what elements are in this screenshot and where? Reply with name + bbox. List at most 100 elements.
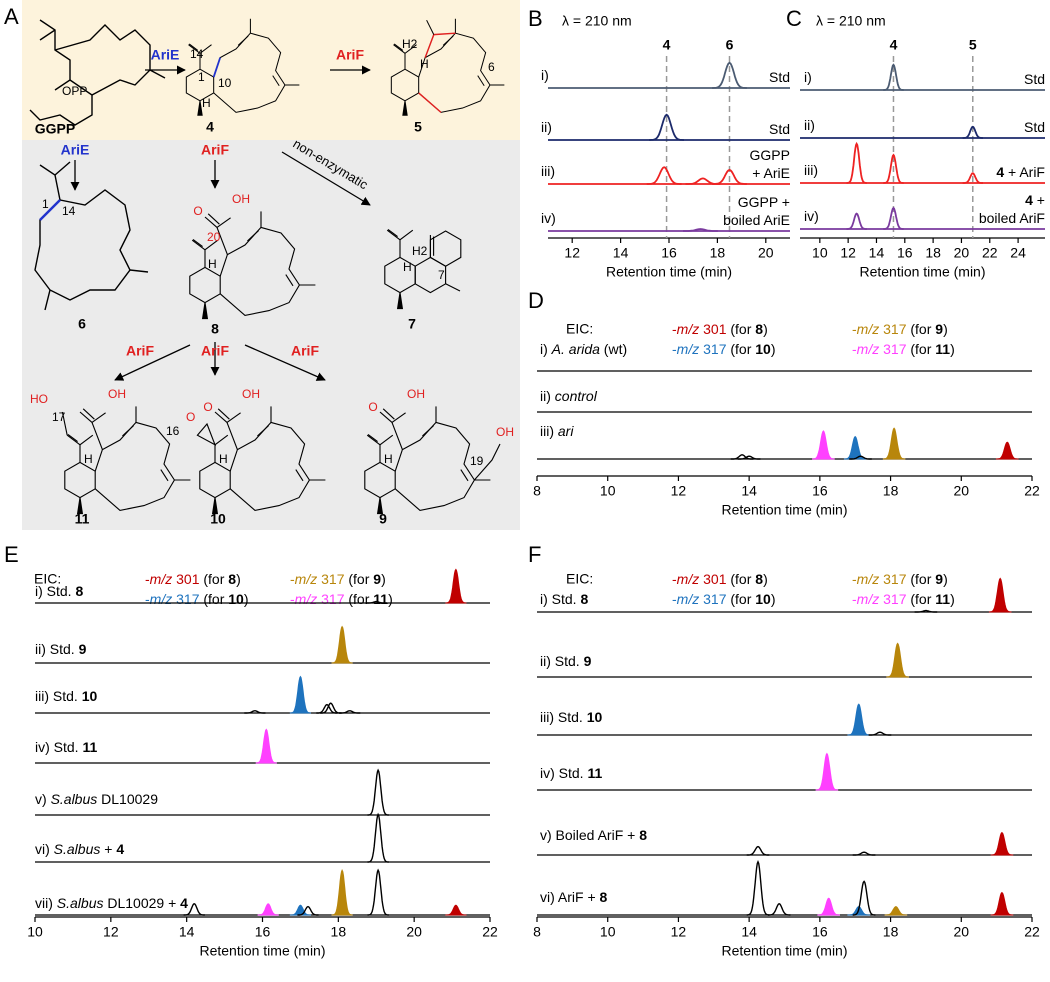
eic-label: EIC: xyxy=(566,571,593,587)
text-part: 10 xyxy=(228,591,244,607)
enzyme-label: AriF xyxy=(201,142,229,158)
x-tick-label: 10 xyxy=(27,924,43,940)
legend-entry: -m/z 317 (for 10) xyxy=(145,591,249,607)
trace-note: Std xyxy=(769,69,790,85)
peak xyxy=(852,851,876,856)
text-part: 301 xyxy=(172,571,199,587)
text-part: ) xyxy=(771,591,776,607)
text-part: m/z xyxy=(677,591,700,607)
enzyme-label: AriF xyxy=(126,343,154,359)
compound-label: 11 xyxy=(75,511,90,527)
x-axis-label: Retention time (min) xyxy=(606,264,732,280)
text-part: iii) xyxy=(804,162,818,178)
text-part: + xyxy=(100,841,116,857)
text-part: 8 xyxy=(600,889,608,905)
panel-letter: D xyxy=(528,288,544,313)
text-part: m/z xyxy=(150,591,173,607)
atom: 6 xyxy=(488,60,495,74)
eic-label: EIC: xyxy=(34,571,61,587)
text-part: DL10029 xyxy=(97,791,158,807)
peak xyxy=(962,125,983,139)
text-part: 4 xyxy=(116,841,124,857)
peak xyxy=(846,212,867,230)
text-part: 11 xyxy=(373,591,388,607)
x-tick-label: 12 xyxy=(564,245,580,261)
trace-label: vi) S.albus + 4 xyxy=(35,841,124,857)
text-part: (wt) xyxy=(600,341,627,357)
text-part: - xyxy=(145,591,150,607)
ggpp-chain xyxy=(54,24,151,96)
peak xyxy=(886,642,909,678)
text-part: (for xyxy=(906,321,935,337)
atom: H2 xyxy=(402,37,418,51)
text-part: (for xyxy=(726,341,755,357)
ggpp-chain xyxy=(39,19,71,91)
peak xyxy=(884,906,908,916)
text-part: m/z xyxy=(857,321,880,337)
peak xyxy=(868,731,892,736)
text-part: 4 xyxy=(996,164,1004,180)
text-part: 301 xyxy=(699,321,726,337)
text-part: + AriF xyxy=(1004,164,1045,180)
peak xyxy=(730,454,754,460)
x-tick-label: 22 xyxy=(1024,924,1040,940)
text-part: - xyxy=(852,571,857,587)
legend-entry: -m/z 317 (for 11) xyxy=(290,591,393,607)
atom: OH xyxy=(108,387,126,401)
trace-label: iii) ari xyxy=(540,423,574,439)
text-part: 4 xyxy=(180,895,188,911)
peak xyxy=(331,625,353,664)
text-part: 317 xyxy=(879,571,906,587)
atom: H xyxy=(403,260,412,274)
trace-label: iv) Std. 11 xyxy=(35,739,97,755)
text-part: 11 xyxy=(82,739,97,755)
arrow xyxy=(114,344,191,381)
text-part: vi) xyxy=(35,841,54,857)
x-tick-label: 12 xyxy=(671,924,687,940)
text-part: ) xyxy=(771,341,776,357)
trace-note: boiled AriE xyxy=(723,212,790,228)
text-part: 8 xyxy=(580,591,588,607)
peak xyxy=(257,903,279,916)
trace-label: iii) Std. 10 xyxy=(35,688,97,704)
text-part: (for xyxy=(726,591,755,607)
text-part: ) xyxy=(763,321,768,337)
text-part: (for xyxy=(726,321,755,337)
text-part: GGPP xyxy=(750,147,790,163)
text-part: ) xyxy=(244,591,249,607)
text-part: iv) Std. xyxy=(540,765,587,781)
atom: OH xyxy=(496,425,514,439)
atom: 19 xyxy=(470,454,484,468)
compound-label: 9 xyxy=(379,511,387,527)
peak xyxy=(883,206,904,230)
trace-note: 4 + xyxy=(1025,192,1045,208)
text-part: 10 xyxy=(587,709,603,725)
marker-label: 6 xyxy=(726,37,734,53)
text-part: 9 xyxy=(584,653,592,669)
text-part: i) xyxy=(804,69,812,85)
x-tick-label: 16 xyxy=(812,924,828,940)
atom: H2 xyxy=(412,244,428,258)
legend-entry: -m/z 317 (for 10) xyxy=(672,341,776,357)
text-part: ii) xyxy=(804,117,815,133)
x-tick-label: 14 xyxy=(741,924,757,940)
text-part: ) xyxy=(943,571,948,587)
text-part: m/z xyxy=(857,341,880,357)
text-part: S.albus xyxy=(51,791,98,807)
text-part: 317 xyxy=(879,341,906,357)
atom: 14 xyxy=(62,204,76,218)
text-part: S.albus xyxy=(54,841,101,857)
peak xyxy=(849,455,872,460)
text-part: 11 xyxy=(935,341,950,357)
peak xyxy=(990,831,1014,856)
x-tick-label: 18 xyxy=(883,483,899,499)
peak xyxy=(339,710,361,714)
trace-label: i) xyxy=(541,67,549,83)
x-tick-label: 20 xyxy=(758,245,774,261)
enzyme-label: AriE xyxy=(151,47,180,63)
detector-label: λ = 210 nm xyxy=(562,13,632,29)
text-part: 317 xyxy=(879,321,906,337)
text-part: iv) Std. xyxy=(35,739,82,755)
panel-letter: F xyxy=(528,542,541,567)
text-part: Std xyxy=(1024,71,1045,87)
